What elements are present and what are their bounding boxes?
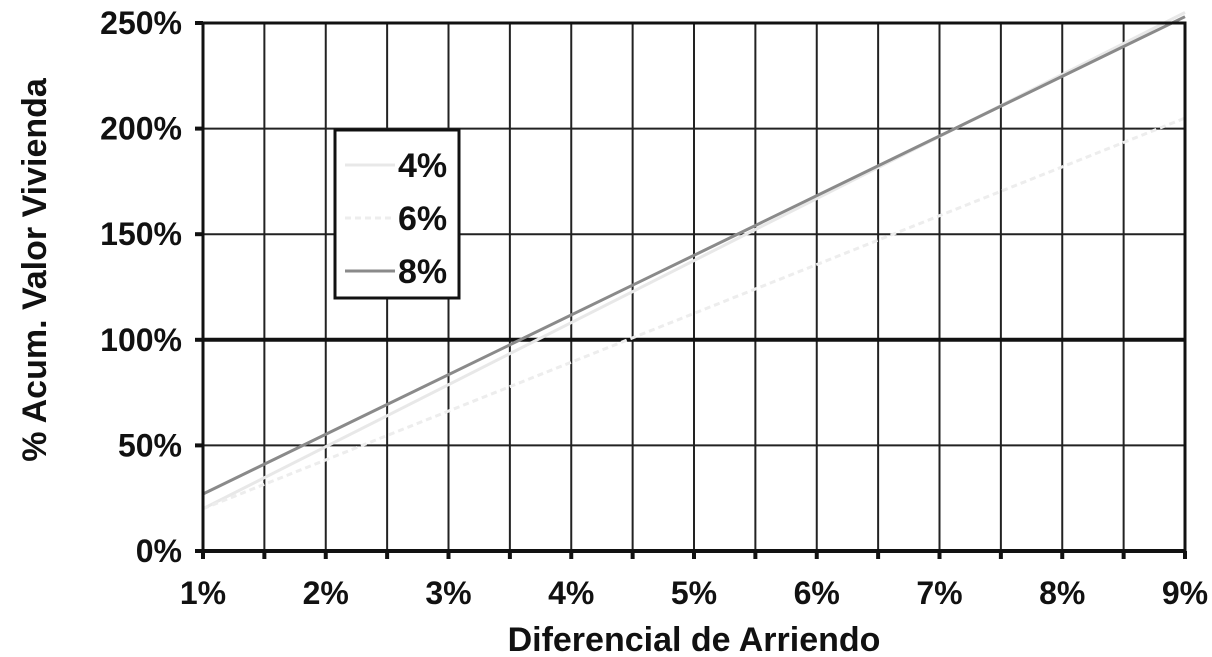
series-line-3 [202, 15, 1186, 496]
plot-border [201, 21, 1187, 553]
y-tick-label: 250% [100, 5, 182, 41]
y-axis-tick-labels: 0% 50% 100% 150% 200% 250% [100, 5, 182, 569]
x-tick-label: 6% [794, 575, 840, 611]
x-axis-tick-labels: 1% 2% 3% 4% 5% 6% 7% 8% 9% [180, 575, 1208, 611]
x-tick-label: 2% [303, 575, 349, 611]
legend-label: 4% [398, 147, 447, 185]
x-tick-label: 4% [548, 575, 594, 611]
series-lines [202, 11, 1186, 511]
x-tick-label: 7% [916, 575, 962, 611]
legend-label: 6% [398, 200, 447, 238]
x-axis-title: Diferencial de Arriendo [508, 621, 881, 657]
x-tick-label: 5% [671, 575, 717, 611]
x-tick-label: 9% [1162, 575, 1208, 611]
legend: 4% 6% 8% [333, 128, 461, 300]
legend-label: 8% [398, 253, 447, 291]
y-tick-label: 100% [100, 322, 182, 358]
x-tick-label: 1% [180, 575, 226, 611]
x-tick-label: 8% [1039, 575, 1085, 611]
y-tick-label: 150% [100, 216, 182, 252]
series-line-2 [202, 116, 1186, 511]
y-tick-label: 50% [118, 427, 182, 463]
x-tick-label: 3% [425, 575, 471, 611]
y-tick-label: 0% [136, 533, 182, 569]
y-tick-label: 200% [100, 111, 182, 147]
y-axis-title: % Acum. Valor Vivienda [16, 77, 54, 462]
